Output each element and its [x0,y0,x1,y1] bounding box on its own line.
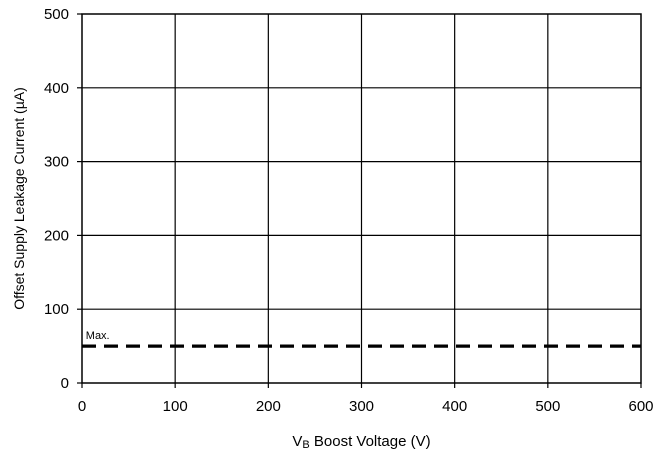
y-tick-label: 200 [44,227,69,244]
x-tick-label: 600 [628,398,653,415]
x-axis-label-rest: Boost Voltage (V) [310,433,431,450]
x-tick-label: 100 [163,398,188,415]
y-tick-label: 0 [61,375,69,392]
x-axis-label-subscript: B [302,439,309,451]
annotations: Max. [86,330,110,342]
x-tick-label: 200 [256,398,281,415]
y-axis-label: Offset Supply Leakage Current (µA) [11,87,27,310]
y-tick-label: 300 [44,154,69,171]
y-tick-label: 400 [44,80,69,97]
x-tick-label: 0 [78,398,86,415]
grid-lines [82,14,641,383]
x-axis-label-main: V [292,433,302,450]
tick-labels: 0 100 200 300 400 500 600 0 100 200 300 400 500 [44,6,654,415]
y-tick-label: 500 [44,6,69,23]
x-tick-label: 500 [535,398,560,415]
y-tick-label: 100 [44,301,69,318]
x-axis-label: VB Boost Voltage (V) [292,433,430,451]
annotation-label: Max. [86,330,110,342]
x-tick-label: 300 [349,398,374,415]
x-tick-label: 400 [442,398,467,415]
